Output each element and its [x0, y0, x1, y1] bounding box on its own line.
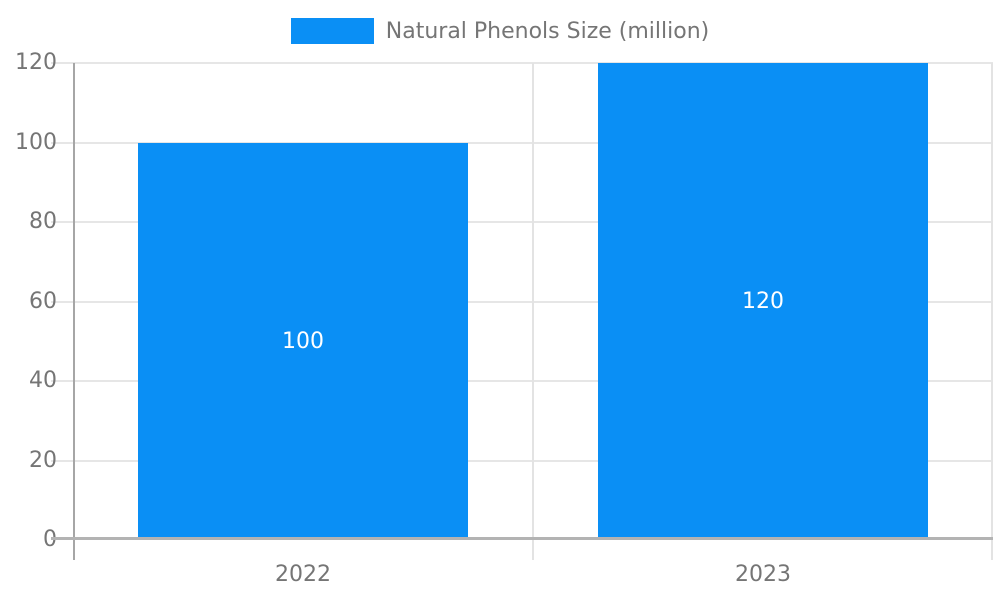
plot-right-edge [991, 63, 993, 560]
gridline-y-80 [51, 221, 993, 223]
x-axis-baseline [51, 537, 993, 540]
gridline-y-40 [51, 380, 993, 382]
bar-value-label-2023: 120 [742, 289, 784, 314]
plot-area: 0 20 40 60 80 100 120 100 2022 120 2023 [15, 50, 993, 587]
x-tick-label-2023: 2023 [735, 562, 791, 587]
gridline-y-20 [51, 459, 993, 462]
bar-value-label-2022: 100 [282, 328, 324, 354]
legend-label: Natural Phenols Size (million) [385, 18, 710, 44]
y-tick-label-100: 100 [15, 129, 57, 155]
legend: Natural Phenols Size (million) [0, 18, 1000, 44]
gridline-y-100 [51, 141, 993, 144]
y-tick-label-20: 20 [29, 447, 57, 473]
y-axis-line [73, 63, 75, 560]
legend-swatch [290, 18, 374, 44]
y-tick-label-40: 40 [29, 368, 57, 393]
x-tick-label-2022: 2022 [275, 562, 331, 587]
gridline-y-120 [51, 62, 993, 64]
y-tick-label-0: 0 [43, 527, 57, 552]
y-tick-label-120: 120 [15, 50, 57, 75]
bar-2023: 120 [598, 63, 928, 540]
bar-2022: 100 [138, 142, 468, 540]
category-separator [532, 63, 534, 560]
y-tick-label-80: 80 [29, 209, 57, 234]
y-tick-label-60: 60 [29, 288, 57, 314]
gridline-y-60 [51, 300, 993, 303]
